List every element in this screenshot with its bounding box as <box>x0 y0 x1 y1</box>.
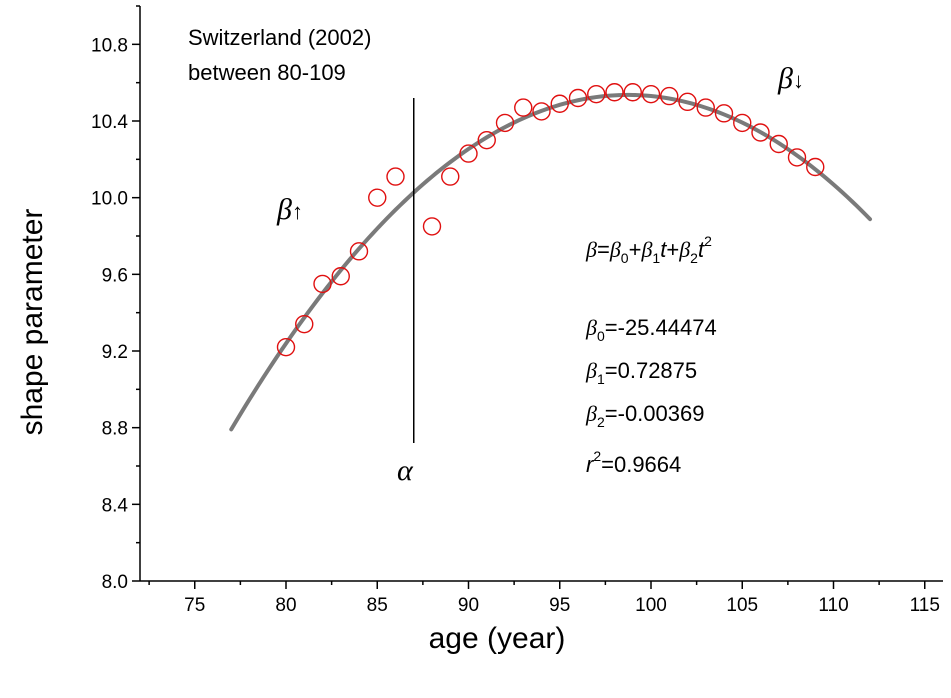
arrow-down-icon: ↓ <box>793 68 804 93</box>
data-point <box>587 84 606 104</box>
data-point <box>276 337 296 357</box>
coef-beta2: β2=-0.00369 <box>585 401 704 430</box>
data-point <box>459 144 478 163</box>
beta-increasing-label: β↑ <box>276 193 303 226</box>
data-point <box>696 98 715 117</box>
coef-beta0-symbol: β <box>585 315 597 340</box>
beta-up-symbol: β <box>276 193 292 226</box>
coef-beta1-sub: 1 <box>597 371 605 387</box>
x-ticks: 75 80 85 90 95 100 105 110 115 <box>148 581 940 616</box>
data-point <box>477 130 496 150</box>
data-point <box>733 113 752 133</box>
data-point <box>605 83 624 102</box>
data-point <box>441 167 460 186</box>
data-point <box>678 92 697 112</box>
eq-sup2: 2 <box>704 233 712 249</box>
x-tick-label: 115 <box>910 595 940 616</box>
eq-equals: = <box>597 237 610 262</box>
data-point <box>495 113 515 133</box>
dataset-label-line1: Switzerland (2002) <box>188 25 371 50</box>
x-tick-label: 105 <box>726 595 758 616</box>
data-point <box>368 188 387 207</box>
data-point <box>568 88 588 108</box>
data-point <box>532 102 551 121</box>
fit-equation: β=β0+β1t+β2t2 <box>585 233 712 266</box>
data-point <box>331 267 350 286</box>
data-point <box>806 157 825 177</box>
y-tick-label: 10.4 <box>91 112 128 133</box>
eq-beta: β <box>585 237 597 262</box>
coef-beta1-symbol: β <box>585 358 597 383</box>
eq-t1: t <box>660 237 667 262</box>
dataset-label-line2: between 80-109 <box>188 60 346 85</box>
data-point <box>386 167 405 186</box>
eq-plus2: + <box>666 237 679 262</box>
eq-plus1: + <box>629 237 642 262</box>
data-point <box>623 83 642 102</box>
x-tick-label: 110 <box>818 595 848 616</box>
data-markers <box>276 83 825 357</box>
r-squared-sup: 2 <box>593 448 601 464</box>
x-tick-label: 80 <box>275 595 296 616</box>
fit-curve <box>229 92 872 432</box>
data-point <box>660 86 679 106</box>
eq-beta2: β <box>678 237 690 262</box>
data-point <box>714 104 734 123</box>
y-tick-label: 8.0 <box>102 572 128 593</box>
coef-beta2-symbol: β <box>585 401 597 426</box>
data-point <box>514 98 533 117</box>
eq-beta0: β <box>609 237 621 262</box>
coef-beta1: β1=0.72875 <box>585 358 697 387</box>
data-point <box>349 242 369 261</box>
y-tick-label: 10.0 <box>91 189 128 210</box>
r-squared: r2=0.9664 <box>586 448 681 477</box>
eq-t2: t <box>698 237 705 262</box>
y-tick-label: 10.8 <box>91 35 128 56</box>
data-point <box>751 123 770 142</box>
x-tick-label: 75 <box>184 595 205 616</box>
beta-down-symbol: β <box>777 62 793 95</box>
data-point <box>422 217 442 236</box>
y-axis-title: shape parameter <box>16 209 49 436</box>
data-point <box>550 94 569 113</box>
r-squared-symbol: r <box>586 452 595 477</box>
coef-beta2-value: =-0.00369 <box>605 401 705 426</box>
eq-sub0: 0 <box>621 250 629 266</box>
x-tick-label: 95 <box>549 595 570 616</box>
y-tick-label: 9.6 <box>102 265 128 286</box>
data-point <box>641 84 661 104</box>
coef-beta1-value: =0.72875 <box>605 358 697 383</box>
alpha-label: α <box>397 454 414 487</box>
coef-beta0-value: =-25.44474 <box>605 315 717 340</box>
coef-beta0: β0=-25.44474 <box>585 315 717 344</box>
data-point <box>313 274 332 294</box>
x-axis-title: age (year) <box>429 622 566 655</box>
arrow-up-icon: ↑ <box>292 199 303 224</box>
y-tick-label: 9.2 <box>102 342 128 363</box>
coef-beta0-sub: 0 <box>597 328 605 344</box>
y-tick-label: 8.4 <box>102 495 129 516</box>
y-tick-label: 8.8 <box>102 419 128 440</box>
y-ticks: 8.0 8.4 8.8 9.2 9.6 10.0 10.4 10.8 <box>91 5 140 593</box>
x-tick-label: 90 <box>458 595 479 616</box>
eq-sub1: 1 <box>652 250 660 266</box>
coef-beta2-sub: 2 <box>597 414 605 430</box>
x-tick-label: 100 <box>635 595 667 616</box>
beta-decreasing-label: β↓ <box>777 62 804 95</box>
r-squared-value: =0.9664 <box>601 452 681 477</box>
eq-sub2: 2 <box>690 250 698 266</box>
x-tick-label: 85 <box>367 595 388 616</box>
data-point <box>295 314 314 334</box>
data-point <box>769 134 788 154</box>
eq-beta1: β <box>640 237 652 262</box>
data-point <box>787 148 807 167</box>
